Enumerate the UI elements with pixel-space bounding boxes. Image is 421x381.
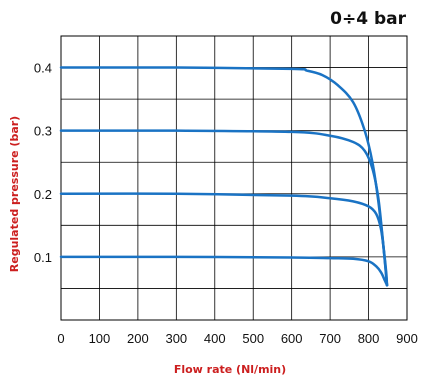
x-tick-label: 400 (204, 331, 226, 346)
y-axis-ticks: 0.1 0.2 0.3 0.4 (34, 61, 52, 265)
x-axis-ticks: 0 100 200 300 400 500 600 700 800 900 (57, 331, 417, 346)
x-tick-label: 700 (319, 331, 341, 346)
plot-frame (60, 35, 408, 321)
chart-title: 0÷4 bar (330, 9, 406, 29)
y-axis-label: Regulated pressure (bar) (8, 116, 21, 272)
chart-series (59, 66, 389, 287)
series-line-3 (59, 192, 389, 287)
x-tick-label: 900 (396, 331, 418, 346)
x-tick-label: 100 (89, 331, 111, 346)
x-tick-label: 500 (242, 331, 264, 346)
x-tick-label: 600 (281, 331, 303, 346)
x-tick-label: 0 (57, 331, 64, 346)
series-line-4 (59, 255, 389, 287)
series-line-1 (59, 66, 389, 287)
y-tick-label: 0.3 (34, 124, 52, 139)
x-tick-label: 800 (358, 331, 380, 346)
y-tick-label: 0.1 (34, 250, 52, 265)
series-line-2 (59, 129, 389, 287)
x-axis-label: Flow rate (Nl/min) (174, 363, 286, 376)
x-tick-label: 300 (165, 331, 187, 346)
y-tick-label: 0.2 (34, 187, 52, 202)
chart-grid (61, 36, 407, 320)
y-tick-label: 0.4 (34, 61, 52, 76)
x-tick-label: 200 (127, 331, 149, 346)
